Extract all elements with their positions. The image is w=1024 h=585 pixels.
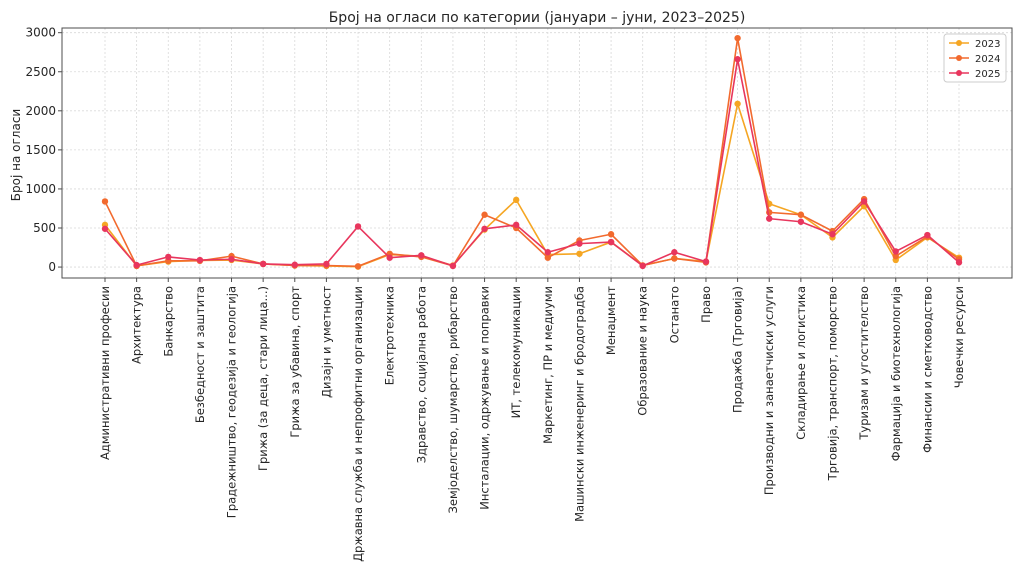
data-point-2025	[228, 256, 235, 263]
data-point-2025	[354, 223, 362, 230]
x-tick-label: Фармација и биотехнологија	[889, 286, 903, 461]
x-tick-label: Административни професии	[98, 286, 112, 460]
data-point-2025	[797, 218, 805, 225]
x-tick-label: Менаџмент	[604, 286, 618, 355]
legend-marker-2025	[956, 70, 962, 76]
data-point-2025	[133, 261, 140, 269]
data-point-2025	[259, 260, 267, 268]
x-tick-label: Банкарство	[161, 286, 175, 357]
y-tick-label: 1000	[25, 182, 56, 196]
data-point-2025	[607, 238, 615, 246]
axes	[61, 27, 1013, 279]
data-point-2025	[766, 215, 773, 222]
data-point-2024	[481, 211, 488, 218]
data-point-2024	[101, 198, 109, 205]
data-point-2024	[892, 252, 899, 260]
x-tick-label: Инсталации, одржување и поправки	[478, 286, 492, 510]
y-tick-labels: 0 500 1000 1500 2000 2500 3000	[25, 26, 62, 274]
data-point-2023	[512, 196, 520, 204]
x-tick-label: Машински инженеринг и бродоградба	[572, 286, 586, 522]
grid-lines	[62, 28, 1012, 278]
data-point-2025	[892, 248, 899, 255]
data-point-2023	[576, 250, 583, 257]
plot-frame	[61, 27, 1013, 279]
data-point-2025	[924, 231, 931, 239]
y-tick-label: 1500	[25, 143, 56, 157]
legend-label-2023: 2023	[975, 39, 1000, 50]
x-tick-label: Здравство, социјална работа	[414, 286, 428, 463]
x-tick-label: Образование и наука	[636, 286, 650, 416]
legend-label-2024: 2024	[975, 54, 1000, 65]
data-point-2025	[512, 221, 520, 229]
series-layer	[101, 34, 963, 270]
x-tick-label: Продажба (Трговија)	[731, 286, 745, 413]
data-point-2024	[607, 231, 615, 238]
y-tick-label: 2000	[25, 104, 56, 118]
x-tick-label: Трговија, транспорт, поморство	[825, 286, 839, 481]
x-tick-label: ИТ, телекомуникации	[509, 286, 523, 418]
data-point-2025	[101, 225, 109, 232]
legend-marker-2024	[956, 55, 962, 61]
data-point-2025	[829, 231, 836, 238]
y-tick-label: 2500	[25, 65, 56, 79]
data-point-2025	[418, 252, 425, 259]
data-point-2024	[797, 211, 805, 218]
data-point-2024	[544, 254, 552, 261]
data-point-2025	[702, 258, 710, 265]
data-point-2025	[639, 262, 646, 270]
x-tick-label: Архитектура	[130, 286, 144, 364]
legend-marker-2023	[956, 40, 962, 46]
legend-label-2025: 2025	[975, 69, 1000, 80]
x-tick-label: Државна служба и непрофитни организации	[351, 286, 365, 562]
x-tick-label: Останато	[667, 286, 681, 343]
x-tick-label: Право	[699, 286, 713, 323]
x-tick-label: Градежништво, геодезија и геологија	[225, 286, 239, 518]
x-tick-label: Земјоделство, шумарство, рибарство	[446, 286, 460, 513]
x-tick-label: Финансии и сметководство	[920, 286, 934, 453]
x-tick-label: Маркетинг, ПР и медиуми	[541, 286, 555, 444]
data-point-2025	[196, 256, 204, 264]
data-point-2025	[576, 240, 583, 247]
y-tick-label: 3000	[25, 26, 56, 40]
data-point-2025	[291, 261, 298, 268]
data-point-2025	[860, 198, 868, 205]
data-point-2025	[323, 260, 330, 268]
x-tick-label: Грижа (за деца, стари лица...)	[256, 286, 270, 471]
series-line-2025	[104, 58, 960, 267]
legend-box	[943, 33, 1007, 83]
x-tick-label: Дизајн и уметност	[319, 286, 333, 398]
x-tick-label: Електротехника	[383, 286, 397, 385]
data-point-2025	[955, 259, 963, 266]
data-point-2025	[386, 254, 393, 261]
series-line-2024	[104, 37, 960, 268]
data-point-2025	[449, 262, 457, 270]
data-point-2025	[671, 249, 678, 256]
series-2025	[101, 56, 963, 270]
data-point-2024	[671, 255, 678, 262]
legend: 2023 2024 2025	[943, 33, 1007, 83]
x-tick-label: Складирање и логистика	[794, 286, 808, 440]
data-point-2025	[481, 225, 488, 232]
y-tick-label: 500	[33, 221, 56, 235]
data-point-2024	[354, 263, 362, 270]
x-tick-label: Грижа за убавина, спорт	[288, 286, 302, 438]
x-tick-label: Туризам и угостителство	[857, 286, 871, 441]
x-tick-label: Човечки ресурси	[952, 286, 966, 388]
data-point-2025	[165, 253, 172, 261]
y-tick-label: 0	[48, 260, 56, 274]
data-point-2025	[734, 56, 741, 63]
x-tick-label: Безбедност и заштита	[193, 286, 207, 423]
data-point-2024	[734, 34, 741, 42]
y-axis-label: Број на огласи	[9, 109, 23, 201]
chart-title: Број на огласи по категории (јануари – ј…	[329, 10, 746, 26]
x-tick-label: Производни и занаетчиски услуги	[762, 286, 776, 495]
data-point-2023	[734, 100, 741, 107]
x-tick-labels: Административни професии Архитектура Банка…	[98, 278, 966, 562]
data-point-2025	[544, 249, 552, 256]
